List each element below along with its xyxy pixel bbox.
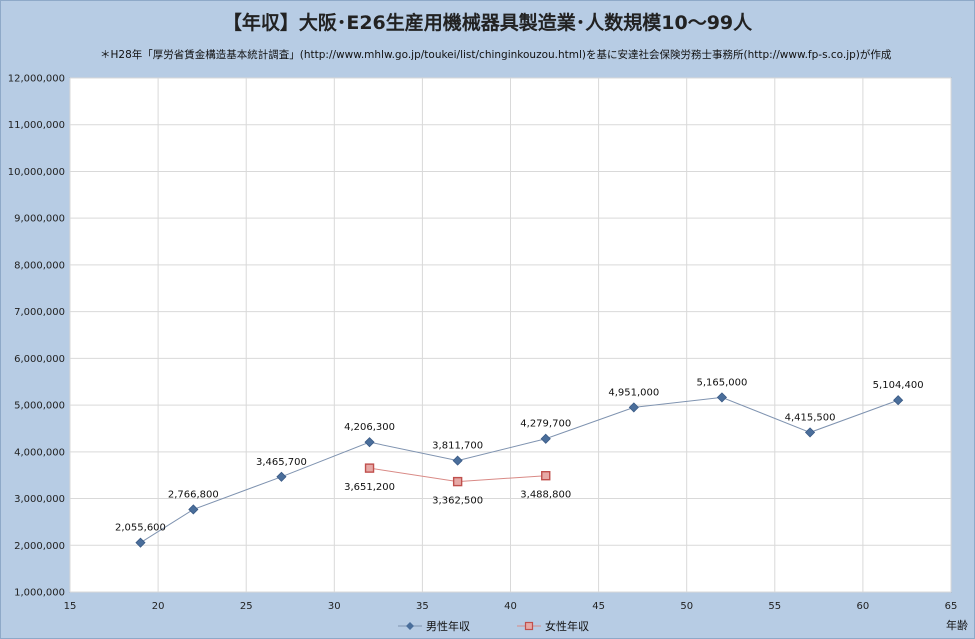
data-point-diamond bbox=[135, 537, 146, 548]
data-point-diamond bbox=[893, 395, 904, 406]
data-point-square bbox=[541, 471, 551, 481]
x-tick-label: 15 bbox=[64, 601, 77, 612]
data-label: 2,055,600 bbox=[115, 523, 166, 534]
data-label: 3,651,200 bbox=[344, 482, 395, 493]
data-label: 3,811,700 bbox=[432, 441, 483, 452]
x-axis-label: 年齢 bbox=[946, 618, 968, 632]
x-tick-label: 25 bbox=[240, 601, 253, 612]
data-point-diamond bbox=[364, 437, 375, 448]
data-label: 3,362,500 bbox=[432, 496, 483, 507]
data-label: 3,488,800 bbox=[520, 490, 571, 501]
data-label: 4,279,700 bbox=[520, 419, 571, 430]
data-label: 4,415,500 bbox=[785, 412, 836, 423]
data-point-diamond bbox=[452, 455, 463, 466]
chart-subtitle: ＊H28年「厚労省賃金構造基本統計調査」(http://www.mhlw.go.… bbox=[100, 49, 892, 61]
y-tick-label: 12,000,000 bbox=[8, 74, 65, 85]
data-label: 4,206,300 bbox=[344, 422, 395, 433]
series-line bbox=[140, 396, 899, 544]
x-tick-label: 50 bbox=[680, 601, 693, 612]
data-label: 5,165,000 bbox=[696, 377, 747, 388]
y-tick-label: 4,000,000 bbox=[14, 447, 65, 458]
legend-label: 男性年収 bbox=[426, 619, 470, 633]
y-axis-ticks: 1,000,000 2,000,000 3,000,000 4,000,000 5,00… bbox=[8, 74, 65, 599]
data-point-diamond bbox=[628, 402, 639, 413]
data-label: 2,766,800 bbox=[168, 489, 219, 500]
data-label: 3,465,700 bbox=[256, 457, 307, 468]
legend-item-male: 男性年収 bbox=[398, 619, 470, 633]
data-point-square bbox=[452, 476, 463, 487]
y-tick-label: 7,000,000 bbox=[14, 307, 65, 318]
y-tick-label: 10,000,000 bbox=[8, 167, 65, 178]
series-male-annual-income: 2,055,600 2,766,800 3,465,700 4,206,300 3,81… bbox=[115, 377, 924, 548]
data-label: 4,951,000 bbox=[608, 387, 659, 398]
y-tick-label: 1,000,000 bbox=[14, 588, 65, 599]
y-tick-label: 8,000,000 bbox=[14, 260, 65, 271]
data-label: 5,104,400 bbox=[873, 380, 924, 391]
data-point-diamond bbox=[540, 433, 551, 444]
data-point-square bbox=[364, 463, 375, 473]
y-tick-label: 5,000,000 bbox=[14, 401, 65, 412]
x-tick-label: 20 bbox=[152, 601, 165, 612]
x-tick-label: 40 bbox=[504, 601, 517, 612]
legend-marker-diamond bbox=[406, 622, 414, 630]
series-female-annual-income: 3,651,200 3,362,500 3,488,800 bbox=[344, 463, 571, 507]
x-tick-label: 65 bbox=[945, 601, 958, 612]
y-tick-label: 11,000,000 bbox=[8, 120, 65, 131]
y-tick-label: 9,000,000 bbox=[14, 214, 65, 225]
legend-marker-square bbox=[524, 621, 534, 631]
y-tick-label: 3,000,000 bbox=[14, 494, 65, 505]
chart-title: 【年収】大阪･E26生産用機械器具製造業･人数規模10～99人 bbox=[222, 12, 753, 34]
legend: 男性年収 女性年収 bbox=[398, 619, 589, 633]
data-point-diamond bbox=[804, 427, 816, 438]
x-tick-label: 30 bbox=[328, 601, 341, 612]
x-tick-label: 55 bbox=[768, 601, 781, 612]
x-tick-label: 45 bbox=[592, 601, 605, 612]
legend-item-female: 女性年収 bbox=[517, 619, 589, 633]
data-point-diamond bbox=[716, 392, 728, 403]
x-tick-label: 60 bbox=[857, 601, 870, 612]
data-point-diamond bbox=[276, 471, 287, 482]
x-tick-label: 35 bbox=[416, 601, 429, 612]
series-layer: 2,055,600 2,766,800 3,465,700 4,206,300 3,81… bbox=[115, 377, 924, 548]
x-axis-ticks: 15 20 25 30 35 40 45 50 55 60 65 bbox=[64, 601, 958, 612]
y-tick-label: 6,000,000 bbox=[14, 354, 65, 365]
data-point-diamond bbox=[188, 504, 199, 515]
legend-label: 女性年収 bbox=[545, 619, 589, 633]
grid-lines bbox=[69, 77, 952, 593]
y-tick-label: 2,000,000 bbox=[14, 541, 65, 552]
